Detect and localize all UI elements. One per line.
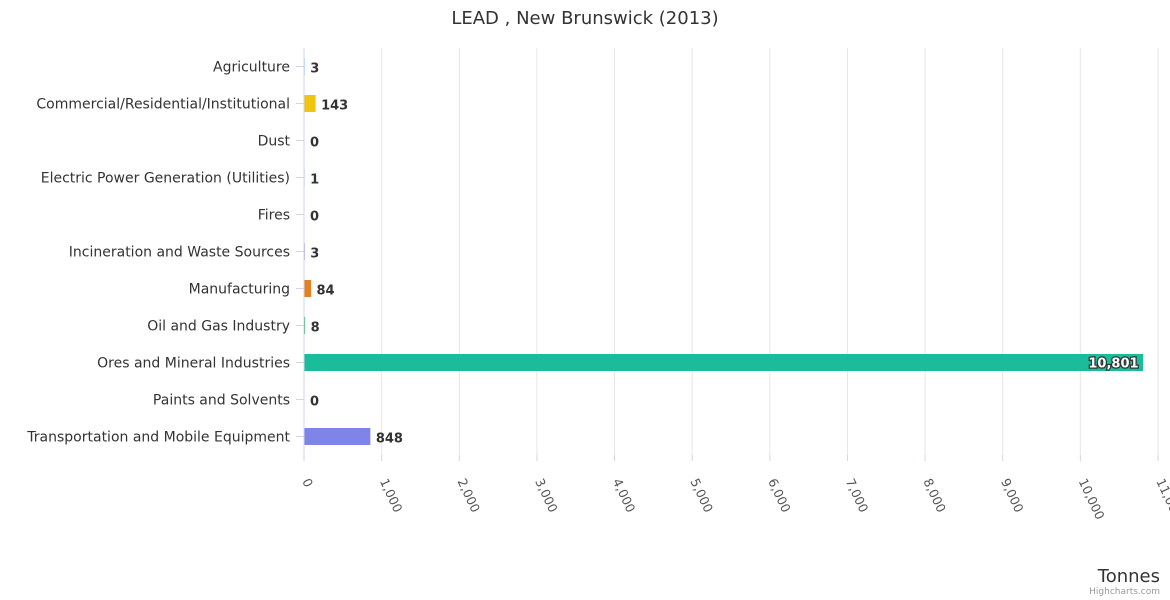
x-tick-label: 8,000 — [920, 476, 949, 515]
data-label: 10,801 — [1088, 357, 1138, 372]
grid-lines — [303, 48, 1159, 455]
data-label: 3 — [310, 62, 319, 77]
bar[interactable] — [304, 354, 1144, 371]
category-label: Manufacturing — [189, 282, 290, 298]
data-label: 143 — [321, 99, 348, 114]
value-axis: 0 1,000 2,000 3,000 4,000 5,000 6,000 7,000 8,00… — [299, 455, 1170, 522]
data-label: 0 — [310, 136, 319, 151]
x-tick-label: 11,000 — [1153, 476, 1170, 522]
data-label: 3 — [310, 247, 319, 262]
chart-title: LEAD , New Brunswick (2013) — [451, 8, 718, 29]
x-tick-label: 5,000 — [687, 476, 716, 515]
x-tick-label: 3,000 — [532, 476, 561, 515]
x-tick-label: 2,000 — [455, 476, 484, 515]
category-label: Electric Power Generation (Utilities) — [41, 171, 290, 187]
category-label: Ores and Mineral Industries — [97, 356, 290, 372]
credits-link[interactable]: Highcharts.com — [1089, 587, 1160, 597]
bar-series — [304, 58, 1144, 445]
bar[interactable] — [304, 428, 371, 445]
category-axis: Agriculture Commercial/Residential/Instit… — [26, 60, 304, 446]
data-label: 8 — [311, 321, 320, 336]
category-label: Incineration and Waste Sources — [69, 245, 290, 261]
x-tick-label: 7,000 — [843, 476, 872, 515]
bar[interactable] — [304, 317, 306, 334]
value-axis-title: Tonnes — [1097, 566, 1160, 587]
bar[interactable] — [304, 95, 316, 112]
x-tick-label: 10,000 — [1076, 476, 1108, 522]
data-label: 0 — [310, 395, 319, 410]
category-label: Agriculture — [213, 60, 290, 76]
data-label: 0 — [310, 210, 319, 225]
x-tick-label: 9,000 — [998, 476, 1027, 515]
data-label: 84 — [317, 284, 335, 299]
category-label: Transportation and Mobile Equipment — [26, 430, 290, 446]
x-tick-label: 4,000 — [610, 476, 639, 515]
category-label: Dust — [258, 134, 291, 150]
data-label: 848 — [376, 432, 403, 447]
category-label: Fires — [258, 208, 290, 224]
x-tick-label: 1,000 — [377, 476, 406, 515]
x-tick-label: 0 — [299, 476, 316, 490]
data-label: 1 — [310, 173, 319, 188]
category-label: Commercial/Residential/Institutional — [36, 97, 290, 113]
bar[interactable] — [304, 280, 312, 297]
x-tick-label: 6,000 — [765, 476, 794, 515]
category-label: Paints and Solvents — [153, 393, 290, 409]
category-label: Oil and Gas Industry — [147, 319, 290, 335]
